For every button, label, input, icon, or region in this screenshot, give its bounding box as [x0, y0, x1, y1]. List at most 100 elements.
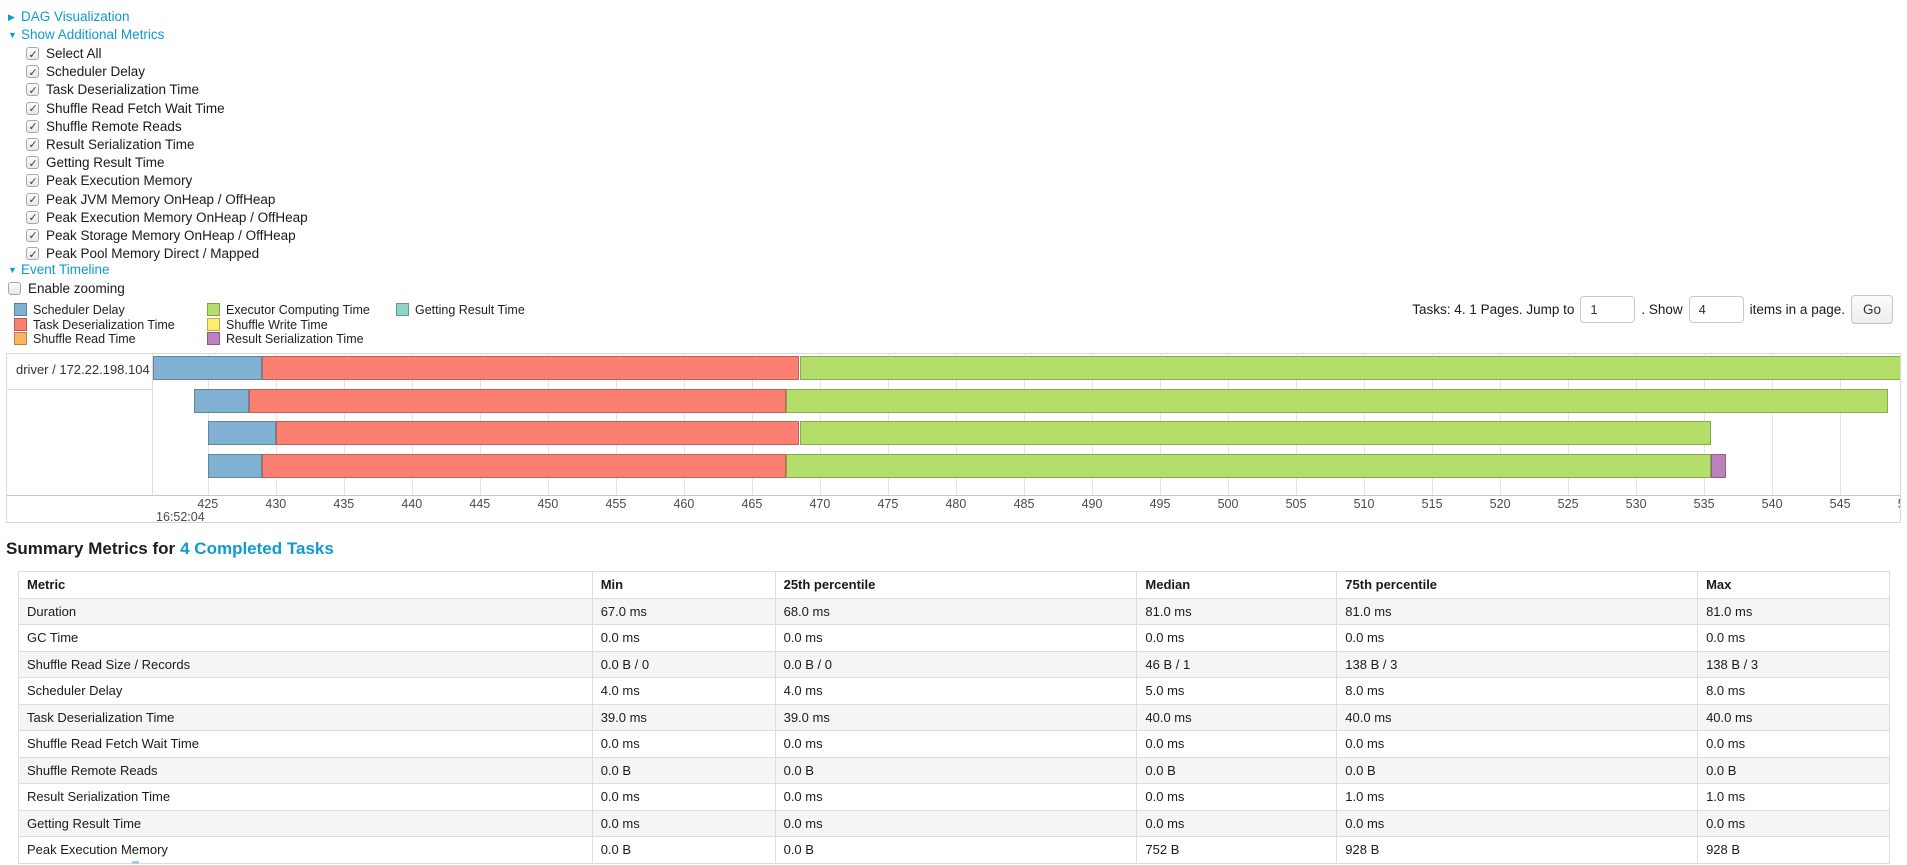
table-row-shuffle-read-size-records: Shuffle Read Size / Records 0.0 B / 0 0.0 … [18, 650, 1890, 678]
metric-checkbox-shuffle-remote-reads[interactable]: Shuffle Remote Reads [26, 118, 308, 136]
checkbox-icon[interactable] [26, 173, 39, 191]
checkbox-icon[interactable] [26, 191, 39, 209]
metric-checkbox-getting-result-time[interactable]: Getting Result Time [26, 154, 308, 173]
task-bar-segment-scheduler-delay[interactable] [207, 421, 276, 445]
checkbox-icon[interactable] [26, 100, 39, 118]
metric-value-cell: 39.0 ms [774, 703, 1138, 731]
metric-checkbox-task-deserialization-time[interactable]: Task Deserialization Time [26, 81, 308, 100]
task-bar-segment-task-deserialization-time[interactable] [248, 389, 786, 413]
metric-value-cell: 0.0 ms [591, 783, 776, 811]
legend-swatch-icon [14, 317, 27, 331]
legend-item-task-deserialization-time: Task Deserialization Time [14, 317, 175, 333]
task-bar-segment-scheduler-delay[interactable] [194, 389, 249, 413]
legend-label: Shuffle Write Time [226, 317, 328, 332]
checkbox-icon[interactable] [26, 136, 39, 155]
checkbox-icon[interactable] [26, 118, 39, 136]
go-button[interactable]: Go [1850, 295, 1893, 324]
legend-column: Scheduler Delay Task Deserialization Time… [14, 303, 175, 347]
tick-label: 465 [741, 497, 763, 511]
legend-column: Executor Computing Time Shuffle Write Tim… [207, 303, 370, 347]
metric-checkbox-peak-execution-memory-onheap-offheap[interactable]: Peak Execution Memory OnHeap / OffHeap [26, 209, 308, 227]
task-bar-segment-executor-computing-time[interactable] [785, 389, 1888, 413]
legend-label: Shuffle Read Time [33, 332, 136, 347]
legend-column: Getting Result Time [396, 303, 525, 318]
metric-value-cell: 0.0 B [591, 836, 776, 864]
metric-value-cell: 928 B [1697, 836, 1890, 864]
metric-value-cell: 138 B / 3 [1697, 650, 1890, 678]
tick-label: 540 [1761, 497, 1783, 511]
legend-label: Executor Computing Time [226, 303, 370, 317]
metric-checkbox-scheduler-delay[interactable]: Scheduler Delay [26, 63, 308, 82]
tick-label: 500 [1217, 497, 1239, 511]
toggle-dag-visualization[interactable]: ▶ DAG Visualization [8, 8, 130, 26]
checkbox-icon[interactable] [26, 64, 39, 82]
column-header-max: Max [1697, 571, 1890, 599]
tick-label: 545 [1829, 497, 1851, 511]
tick-label: 460 [673, 497, 695, 511]
checkbox-icon[interactable] [26, 155, 39, 173]
metric-checkbox-select-all[interactable]: Select All [26, 45, 308, 64]
tick-label: 475 [877, 497, 899, 511]
gridline [1772, 354, 1774, 495]
task-bar-segment-task-deserialization-time[interactable] [262, 356, 800, 380]
metric-checkbox-peak-pool-memory-direct-mapped[interactable]: Peak Pool Memory Direct / Mapped [26, 245, 308, 264]
metric-checkbox-label: Peak Pool Memory Direct / Mapped [46, 246, 260, 262]
summary-title-text: Summary Metrics for [6, 539, 176, 558]
metric-value-cell: 8.0 ms [1336, 677, 1699, 705]
checkbox-icon[interactable] [26, 246, 39, 264]
chevron-right-icon: ▶ [8, 12, 15, 22]
task-bar-segment-executor-computing-time[interactable] [785, 454, 1711, 478]
task-bar-segment-result-serialization-time[interactable] [1710, 454, 1726, 478]
metric-checkbox-label: Peak Execution Memory OnHeap / OffHeap [46, 209, 308, 225]
metric-value-cell: 67.0 ms [591, 597, 776, 625]
pagination-prefix: Tasks: 4. 1 Pages. Jump to [1412, 302, 1575, 317]
checkbox-icon[interactable] [8, 282, 21, 295]
task-bar-segment-task-deserialization-time[interactable] [275, 421, 800, 445]
table-row-getting-result-time: Getting Result Time 0.0 ms 0.0 ms 0.0 ms 0.0… [18, 809, 1890, 837]
tick-label: 450 [537, 497, 559, 511]
event-timeline-chart: driver / 172.22.198.104 425 430 435 440 445 4… [6, 353, 1901, 523]
metric-value-cell: 0.0 ms [591, 809, 776, 837]
checkbox-icon[interactable] [26, 227, 39, 246]
checkbox-icon[interactable] [26, 46, 39, 64]
checkbox-icon[interactable] [26, 82, 39, 100]
task-bar-segment-scheduler-delay[interactable] [207, 454, 263, 478]
metric-checkbox-label: Scheduler Delay [46, 64, 146, 80]
toggle-additional-metrics[interactable]: ▼ Show Additional Metrics [8, 26, 164, 44]
metric-value-cell: 138 B / 3 [1336, 650, 1699, 678]
task-bar-segment-executor-computing-time[interactable] [799, 421, 1711, 445]
tick-label: 440 [401, 497, 423, 511]
toggle-event-timeline[interactable]: ▼ Event Timeline [8, 261, 110, 279]
checkbox-icon[interactable] [26, 209, 39, 227]
metric-name-cell: Getting Result Time [18, 809, 593, 837]
tick-label: 510 [1353, 497, 1375, 511]
tick-label: 485 [1013, 497, 1035, 511]
metric-value-cell: 0.0 B [1136, 756, 1338, 784]
metric-checkbox-peak-jvm-memory-onheap-offheap[interactable]: Peak JVM Memory OnHeap / OffHeap [26, 191, 308, 209]
table-row-gc-time: GC Time 0.0 ms 0.0 ms 0.0 ms 0.0 ms 0.0 ms [18, 624, 1890, 652]
legend-item-executor-computing-time: Executor Computing Time [207, 303, 370, 318]
items-per-page-input[interactable] [1688, 296, 1744, 323]
metric-value-cell: 0.0 ms [1697, 730, 1890, 758]
task-bar-segment-executor-computing-time[interactable] [799, 356, 1900, 380]
metric-checkbox-shuffle-read-fetch-wait-time[interactable]: Shuffle Read Fetch Wait Time [26, 100, 308, 118]
metric-value-cell: 1.0 ms [1336, 783, 1699, 811]
metric-checkbox-peak-execution-memory[interactable]: Peak Execution Memory [26, 172, 308, 191]
timeline-legend: Scheduler Delay Task Deserialization Time… [0, 303, 700, 351]
metric-name-cell: Shuffle Read Fetch Wait Time [18, 730, 593, 758]
enable-zooming-checkbox[interactable]: Enable zooming [8, 280, 125, 298]
metric-value-cell: 4.0 ms [591, 677, 776, 705]
metric-checkbox-result-serialization-time[interactable]: Result Serialization Time [26, 136, 308, 155]
column-header-median: Median [1136, 571, 1338, 599]
jump-to-page-input[interactable] [1580, 296, 1636, 323]
metric-value-cell: 68.0 ms [774, 597, 1138, 625]
metric-value-cell: 0.0 ms [1136, 783, 1338, 811]
completed-tasks-link[interactable]: 4 Completed Tasks [180, 539, 334, 558]
metric-value-cell: 0.0 ms [591, 730, 776, 758]
task-bar-segment-scheduler-delay[interactable] [153, 356, 263, 380]
metric-checkbox-peak-storage-memory-onheap-offheap[interactable]: Peak Storage Memory OnHeap / OffHeap [26, 227, 308, 246]
metric-name-cell: Task Deserialization Time [18, 703, 593, 731]
metric-value-cell: 39.0 ms [591, 703, 776, 731]
task-bar-segment-task-deserialization-time[interactable] [262, 454, 786, 478]
table-row-duration: Duration 67.0 ms 68.0 ms 81.0 ms 81.0 ms 81.0… [18, 597, 1890, 625]
